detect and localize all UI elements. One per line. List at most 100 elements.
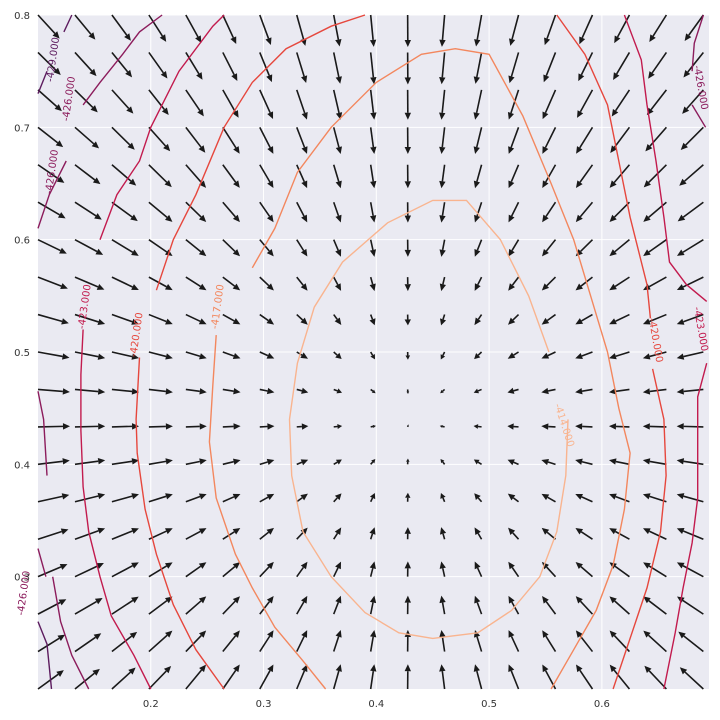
vector-arrow-head (266, 561, 274, 570)
vector-arrow (684, 14, 705, 41)
vector-arrow-head (198, 283, 207, 291)
vector-arrow-head (575, 388, 583, 395)
vector-arrow-head (676, 318, 685, 325)
vector-arrow (222, 89, 239, 118)
vector-arrow-head (541, 283, 550, 291)
vector-field (37, 14, 705, 690)
vector-arrow (259, 423, 275, 430)
vector-arrow (609, 351, 630, 360)
vector-arrow-head (55, 140, 64, 148)
vector-arrow-shaft (369, 636, 374, 652)
vector-arrow-shaft (74, 313, 99, 323)
vector-arrow-shaft (111, 14, 128, 36)
vector-arrow-head (334, 283, 342, 291)
vector-arrow-head (165, 528, 173, 535)
vector-arrow-head (542, 180, 549, 189)
vector-arrow-head (57, 634, 66, 641)
vector-arrow-head (542, 214, 549, 223)
vector-arrow-shaft (37, 425, 64, 428)
x-tick-label: 0.4 (368, 699, 384, 710)
vector-arrow-head (575, 283, 584, 291)
vector-arrow-head (199, 353, 207, 360)
vector-arrow (404, 52, 412, 85)
vector-arrow-head (97, 527, 106, 534)
vector-arrow (369, 52, 377, 85)
vector-arrow-shaft (369, 202, 374, 216)
vector-arrow-head (97, 492, 106, 500)
vector-arrow-shaft (37, 601, 61, 615)
vector-arrow (404, 664, 412, 690)
vector-arrow-head (232, 214, 240, 223)
contour-line (691, 104, 707, 128)
vector-arrow-head (266, 74, 273, 83)
vector-arrow (37, 599, 67, 615)
vector-arrow-head (265, 37, 272, 46)
vector-arrow-head (642, 388, 651, 395)
vector-arrow (614, 14, 631, 44)
vector-arrow-shaft (296, 313, 304, 321)
vector-arrow-shaft (511, 239, 520, 251)
vector-arrow (508, 52, 520, 84)
vector-arrow-shaft (185, 460, 201, 466)
vector-arrow (575, 493, 593, 503)
vector-arrow-head (643, 528, 651, 535)
vector-arrow (473, 630, 483, 652)
vector-arrow-head (645, 144, 653, 152)
vector-arrow-shaft (259, 531, 270, 540)
vector-arrow (439, 14, 446, 47)
vector-arrow-head (404, 77, 412, 85)
vector-arrow (185, 313, 207, 325)
vector-arrow (333, 459, 342, 466)
vector-arrow-head (541, 352, 550, 359)
vector-arrow-shaft (510, 201, 520, 217)
vector-arrow-head (52, 31, 60, 39)
vector-arrow (37, 238, 67, 254)
vector-arrow (575, 596, 594, 615)
vector-arrow (642, 458, 667, 466)
vector-arrow (259, 596, 274, 615)
vector-arrow-head (60, 283, 68, 290)
vector-arrow-shaft (545, 239, 557, 252)
vector-arrow-head (439, 180, 446, 189)
vector-arrow-shaft (111, 351, 133, 358)
vector-arrow (185, 351, 207, 360)
vector-arrow (439, 424, 445, 428)
vector-arrow-head (371, 459, 376, 464)
vector-arrow (222, 239, 241, 257)
vector-arrow-head (301, 595, 308, 604)
vector-arrow (296, 459, 309, 466)
vector-arrow (148, 164, 172, 188)
vector-arrow-shaft (615, 460, 630, 466)
vector-arrow (579, 14, 594, 45)
vector-arrow-head (336, 388, 343, 394)
vector-arrow (575, 423, 593, 430)
vector-arrow-shaft (148, 51, 165, 74)
vector-arrow-shaft (259, 164, 271, 183)
vector-arrow (542, 596, 557, 615)
vector-arrow-head (128, 178, 137, 186)
vector-arrow-shaft (296, 566, 305, 578)
vector-arrow (222, 52, 238, 81)
vector-arrow-shaft (74, 565, 98, 578)
vector-arrow-head (131, 596, 139, 604)
vector-arrow (542, 239, 557, 257)
vector-arrow-head (369, 595, 377, 604)
vector-arrow-head (369, 249, 377, 257)
vector-arrow (259, 351, 275, 359)
vector-arrow (332, 164, 342, 189)
contour-line (251, 47, 631, 690)
vector-arrow-shaft (296, 636, 305, 652)
vector-arrow-head (439, 215, 446, 223)
vector-arrow (332, 52, 342, 84)
vector-arrow-head (676, 528, 685, 534)
vector-arrow-head (266, 214, 274, 223)
vector-arrow-head (127, 142, 135, 150)
vector-arrow-head (195, 35, 202, 44)
vector-arrow (405, 351, 411, 360)
vector-arrow (643, 630, 667, 653)
vector-arrow-shaft (649, 313, 667, 323)
vector-arrow-head (508, 180, 515, 189)
vector-arrow (609, 493, 630, 503)
vector-arrow-shaft (614, 530, 630, 540)
